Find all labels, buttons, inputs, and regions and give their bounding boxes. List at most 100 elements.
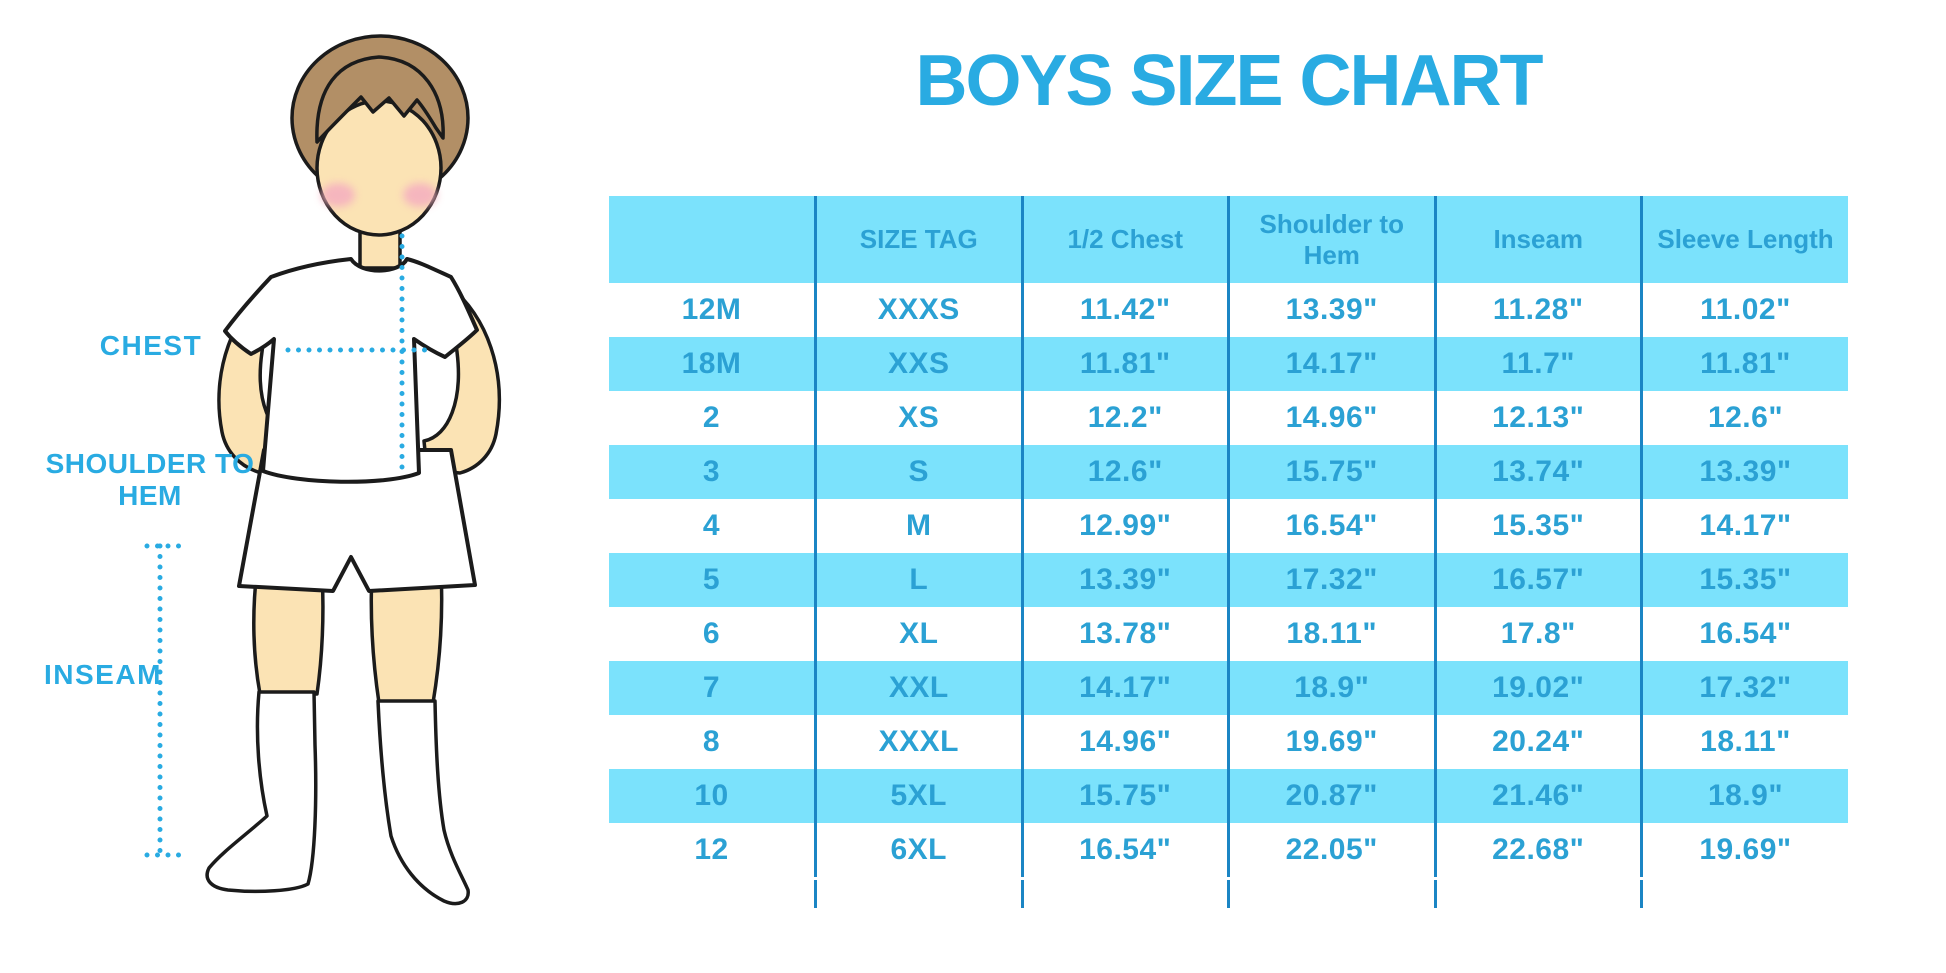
table-cell: XXL (814, 661, 1022, 715)
table-cell: 2 (702, 401, 721, 434)
size-table-body: 12M XXXS 11.42" 13.39" 11.28" 11.02" 18M XXS 11.… (609, 283, 1848, 877)
table-row: 12 6XL 16.54" 22.05" 22.68" 19.69" (609, 823, 1848, 877)
header-cell-sleeve-length: Sleeve Length (1640, 196, 1848, 283)
table-cell: M (814, 499, 1022, 553)
table-cell: 22.68" (1433, 823, 1642, 877)
table-cell: 8 (702, 725, 721, 758)
table-cell: 12.2" (1020, 391, 1229, 445)
header-cell-size-tag: SIZE TAG (814, 196, 1022, 283)
inseam-label: INSEAM (44, 659, 162, 690)
table-cell: 18.9" (1227, 661, 1435, 715)
table-cell: 19.02" (1433, 661, 1642, 715)
table-cell: 3 (609, 445, 816, 499)
boy-shorts (237, 448, 477, 593)
table-cell: 20.24" (1433, 715, 1642, 769)
table-row: 3 S 12.6" 15.75" 13.74" 13.39" (609, 445, 1848, 499)
table-cell: 13.74" (1433, 445, 1642, 499)
table-cell: 15.35" (1433, 499, 1642, 553)
table-cell: 14.17" (1020, 661, 1229, 715)
table-row: 8 XXXL 14.96" 19.69" 20.24" 18.11" (609, 715, 1848, 769)
table-cell: 17.32" (1227, 553, 1435, 607)
table-cell: L (814, 553, 1022, 607)
table-cell: 12 (694, 833, 729, 866)
column-line-extension (1020, 880, 1024, 908)
table-row: 2 XS 12.2" 14.96" 12.13" 12.6" (609, 391, 1848, 445)
table-cell: 15.75" (1227, 445, 1435, 499)
header-cell-inseam: Inseam (1433, 196, 1642, 283)
table-cell: 15.35" (1640, 553, 1848, 607)
boy-shirt (223, 257, 479, 484)
table-row: 10 5XL 15.75" 20.87" 21.46" 18.9" (609, 769, 1848, 823)
header-cell-blank (609, 196, 816, 283)
header-cell-half-chest: 1/2 Chest (1020, 196, 1229, 283)
table-cell: 7 (609, 661, 816, 715)
header-row: SIZE TAG 1/2 Chest Shoulder to Hem Insea… (609, 196, 1848, 283)
table-cell: 6 (702, 617, 721, 650)
column-line-extension (1640, 880, 1643, 908)
table-cell: 10 (609, 769, 816, 823)
table-cell: 13.39" (1640, 445, 1848, 499)
boy-left-sock (205, 690, 318, 894)
table-cell: 16.54" (1020, 823, 1229, 877)
header-cell-shoulder-hem: Shoulder to Hem (1227, 196, 1435, 283)
table-cell: 16.54" (1640, 607, 1848, 661)
table-cell: 18.9" (1640, 769, 1848, 823)
table-cell: 19.69" (1227, 715, 1435, 769)
table-cell: 12.99" (1020, 499, 1229, 553)
table-cell: 19.69" (1640, 823, 1848, 877)
table-cell: 13.39" (1227, 283, 1435, 337)
boy-illustration (144, 34, 501, 906)
table-cell: 14.96" (1020, 715, 1229, 769)
table-cell: 12.6" (1640, 391, 1848, 445)
column-line-extension (1227, 880, 1230, 908)
table-cell: 14.96" (1227, 391, 1435, 445)
table-cell: 16.54" (1227, 499, 1435, 553)
table-cell: 14.17" (1640, 499, 1848, 553)
table-cell: XXXL (814, 715, 1022, 769)
table-cell: 12M (681, 293, 742, 326)
table-cell: 22.05" (1227, 823, 1435, 877)
shoulder-to-hem-label: SHOULDER TO HEM (45, 448, 255, 511)
boy-hair-fringe (315, 55, 445, 144)
table-cell: 18.11" (1227, 607, 1435, 661)
table-cell: 20.87" (1227, 769, 1435, 823)
table-row: 7 XXL 14.17" 18.9" 19.02" 17.32" (609, 661, 1848, 715)
table-cell: 13.78" (1020, 607, 1229, 661)
table-cell: S (814, 445, 1022, 499)
chest-label: CHEST (99, 330, 203, 361)
table-cell: XS (814, 391, 1022, 445)
table-row: 18M XXS 11.81" 14.17" 11.7" 11.81" (609, 337, 1848, 391)
table-cell: XXS (814, 337, 1022, 391)
table-cell: 17.8" (1433, 607, 1642, 661)
table-row: 6 XL 13.78" 18.11" 17.8" 16.54" (609, 607, 1848, 661)
table-cell: 5 (609, 553, 816, 607)
table-cell: 18M (609, 337, 816, 391)
table-cell: 11.28" (1433, 283, 1642, 337)
table-cell: 11.81" (1640, 337, 1848, 391)
boy-blush-left (321, 183, 355, 207)
table-row: 4 M 12.99" 16.54" 15.35" 14.17" (609, 499, 1848, 553)
table-cell: 5XL (814, 769, 1022, 823)
table-cell: 15.75" (1020, 769, 1229, 823)
column-line-extension (1433, 880, 1437, 908)
size-table-header: SIZE TAG 1/2 Chest Shoulder to Hem Insea… (609, 196, 1848, 283)
table-cell: 18.11" (1640, 715, 1848, 769)
table-cell: 11.81" (1020, 337, 1229, 391)
table-cell: XL (814, 607, 1022, 661)
table-cell: 17.32" (1640, 661, 1848, 715)
table-cell: 4 (702, 509, 721, 542)
table-cell: 13.39" (1020, 553, 1229, 607)
table-cell: 11.42" (1020, 283, 1229, 337)
boy-right-sock (376, 699, 470, 906)
table-row: 12M XXXS 11.42" 13.39" 11.28" 11.02" (609, 283, 1848, 337)
table-cell: 12.6" (1020, 445, 1229, 499)
boy-left-thigh (252, 568, 325, 696)
boy-blush-right (403, 183, 437, 207)
column-line-extension (814, 880, 817, 908)
table-cell: XXXS (814, 283, 1022, 337)
table-cell: 11.02" (1640, 283, 1848, 337)
page-title: BOYS SIZE CHART (915, 41, 1543, 121)
table-cell: 11.7" (1433, 337, 1642, 391)
size-table: SIZE TAG 1/2 Chest Shoulder to Hem Insea… (609, 196, 1848, 877)
